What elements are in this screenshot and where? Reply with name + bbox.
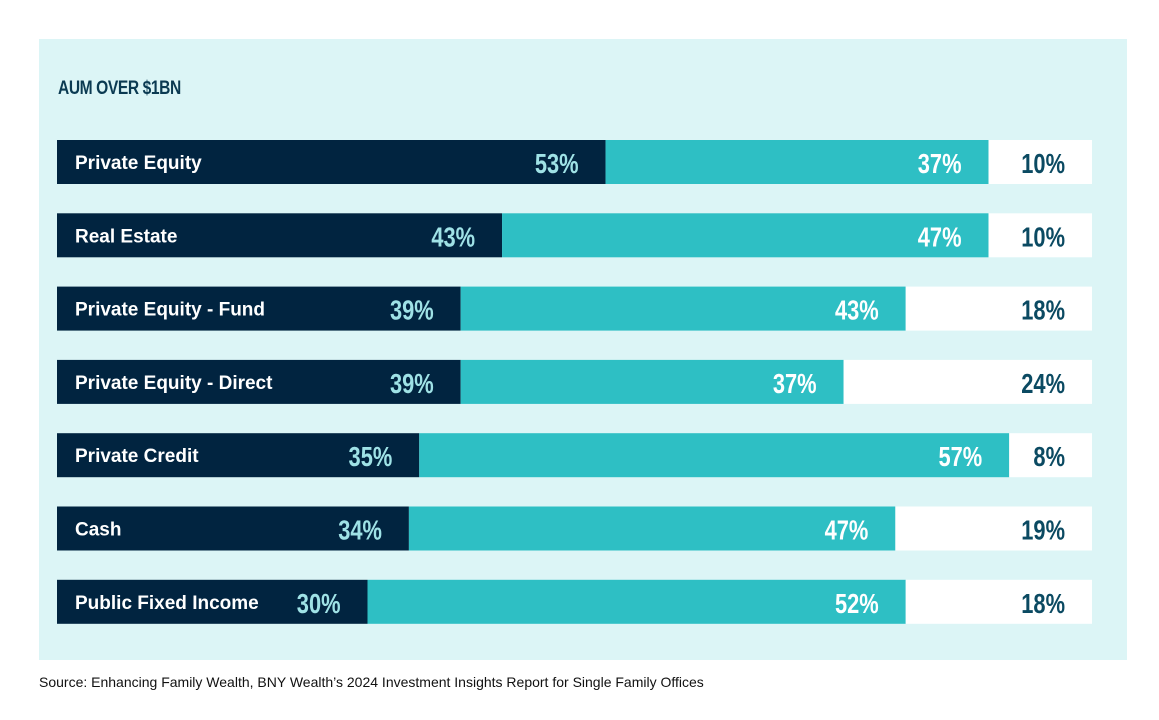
bar-segment-2 — [408, 506, 896, 551]
value-label-1: 39% — [390, 368, 434, 399]
value-label-1: 35% — [349, 442, 393, 473]
value-label-2: 47% — [918, 222, 962, 253]
bar-segment-1 — [57, 140, 606, 184]
value-label-2: 37% — [918, 148, 962, 179]
category-label: Public Fixed Income — [75, 593, 259, 614]
value-label-2: 43% — [835, 295, 879, 326]
bar-row: Private Equity 53% 37% 10% — [57, 140, 1092, 184]
bar-segment-3 — [988, 140, 1092, 184]
bar-segment-3 — [988, 213, 1092, 258]
bar-row: Private Equity - Direct 39% 37% 24% — [57, 359, 1092, 404]
bar-segment-1 — [57, 433, 420, 478]
category-label: Cash — [75, 520, 121, 541]
bar-segment-3 — [1009, 433, 1092, 478]
bar-segment-3 — [895, 506, 1092, 551]
value-label-2: 52% — [835, 588, 879, 619]
category-label: Real Estate — [75, 226, 177, 247]
bar-row: Private Equity - Fund 39% 43% 18% — [57, 286, 1092, 331]
category-label: Private Credit — [75, 446, 199, 467]
chart-title: AUM OVER $1BN — [58, 78, 181, 99]
value-label-1: 30% — [297, 588, 341, 619]
value-label-3: 24% — [1021, 368, 1065, 399]
bar-segment-1 — [57, 286, 461, 331]
bar-segment-3 — [905, 286, 1092, 331]
bar-segment-2 — [460, 359, 844, 404]
source-note: Source: Enhancing Family Wealth, BNY Wea… — [39, 674, 704, 690]
value-label-3: 10% — [1021, 222, 1065, 253]
bar-row: Real Estate 43% 47% 10% — [57, 213, 1092, 258]
value-label-3: 18% — [1021, 588, 1065, 619]
bar-segment-2 — [605, 140, 989, 184]
value-label-1: 43% — [431, 222, 475, 253]
bar-segment-2 — [419, 433, 1010, 478]
category-label: Private Equity - Direct — [75, 373, 273, 394]
value-label-3: 8% — [1033, 442, 1065, 473]
bar-segment-2 — [367, 579, 906, 624]
value-label-2: 37% — [773, 368, 817, 399]
bar-segment-3 — [843, 359, 1092, 404]
category-label: Private Equity - Fund — [75, 300, 265, 321]
bar-segment-3 — [905, 579, 1092, 624]
bar-segment-1 — [57, 506, 409, 551]
value-label-3: 18% — [1021, 295, 1065, 326]
value-label-1: 39% — [390, 295, 434, 326]
value-label-3: 19% — [1021, 515, 1065, 546]
bar-segment-1 — [57, 359, 461, 404]
bar-segment-2 — [460, 286, 906, 331]
bar-row: Public Fixed Income 30% 52% 18% — [57, 579, 1092, 624]
value-label-3: 10% — [1021, 148, 1065, 179]
value-label-1: 34% — [338, 515, 382, 546]
value-label-2: 47% — [825, 515, 869, 546]
value-label-1: 53% — [535, 148, 579, 179]
bar-segment-1 — [57, 213, 503, 258]
bar-segment-1 — [57, 579, 368, 624]
bar-segment-2 — [502, 213, 989, 258]
bar-row: Cash 34% 47% 19% — [57, 506, 1092, 551]
category-label: Private Equity — [75, 153, 202, 174]
bar-row: Private Credit 35% 57% 8% — [57, 433, 1092, 478]
value-label-2: 57% — [939, 442, 983, 473]
